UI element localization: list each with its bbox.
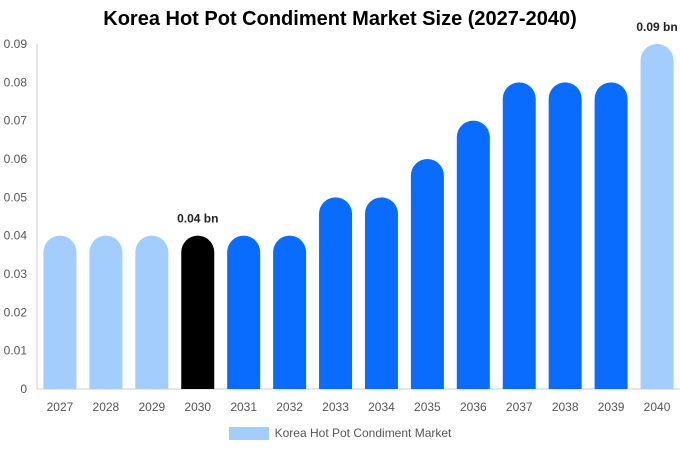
- bar-2032[interactable]: [273, 235, 307, 389]
- x-tick-label: 2029: [138, 400, 165, 414]
- bar-2035[interactable]: [410, 159, 444, 389]
- x-tick-label: 2031: [230, 400, 257, 414]
- x-tick-label: 2032: [276, 400, 303, 414]
- data-label-2030: 0.04 bn: [177, 212, 218, 226]
- x-tick-label: 2036: [460, 400, 487, 414]
- bar-2028[interactable]: [89, 235, 123, 389]
- y-tick-label: 0.04: [4, 229, 28, 243]
- bars-group: [43, 44, 674, 389]
- x-tick-label: 2027: [47, 400, 74, 414]
- y-tick-label: 0.03: [4, 267, 28, 281]
- x-tick-label: 2028: [93, 400, 120, 414]
- y-tick-label: 0.07: [4, 114, 28, 128]
- y-tick-label: 0.01: [4, 344, 28, 358]
- bar-2027[interactable]: [43, 235, 77, 389]
- y-axis-ticks: 0 0.01 0.02 0.03 0.04 0.05 0.06 0.07 0.08 0.09: [4, 37, 28, 396]
- bar-2031[interactable]: [227, 235, 261, 389]
- x-tick-label: 2037: [506, 400, 533, 414]
- x-tick-label: 2035: [414, 400, 441, 414]
- y-tick-label: 0.02: [4, 305, 28, 319]
- bar-2030[interactable]: [181, 235, 215, 389]
- y-tick-label: 0.05: [4, 190, 28, 204]
- x-tick-label: 2034: [368, 400, 395, 414]
- bar-2033[interactable]: [319, 197, 353, 389]
- x-axis-ticks: 2027 2028 2029 2030 2031 2032 2033 2034 2035 2036…: [47, 400, 671, 414]
- chart-title: Korea Hot Pot Condiment Market Size (202…: [103, 8, 577, 30]
- data-label-2040: 0.09 bn: [636, 20, 677, 34]
- bar-2040[interactable]: [640, 44, 674, 389]
- bar-2029[interactable]: [135, 235, 169, 389]
- bar-2037[interactable]: [502, 82, 536, 389]
- bar-2036[interactable]: [456, 120, 490, 389]
- data-labels-group: 0.04 bn 0.09 bn: [177, 20, 678, 226]
- bar-2039[interactable]: [594, 82, 628, 389]
- y-tick-label: 0.08: [4, 75, 28, 89]
- x-tick-label: 2033: [322, 400, 349, 414]
- x-tick-label: 2030: [184, 400, 211, 414]
- legend-label: Korea Hot Pot Condiment Market: [274, 426, 452, 440]
- x-tick-label: 2039: [598, 400, 625, 414]
- x-tick-label: 2038: [552, 400, 579, 414]
- x-tick-label: 2040: [644, 400, 671, 414]
- y-tick-label: 0: [20, 382, 27, 396]
- y-tick-label: 0.09: [4, 37, 28, 51]
- bar-2038[interactable]: [548, 82, 582, 389]
- bar-2034[interactable]: [364, 197, 398, 389]
- legend[interactable]: Korea Hot Pot Condiment Market: [0, 426, 680, 440]
- legend-swatch: [228, 426, 269, 440]
- y-tick-label: 0.06: [4, 152, 28, 166]
